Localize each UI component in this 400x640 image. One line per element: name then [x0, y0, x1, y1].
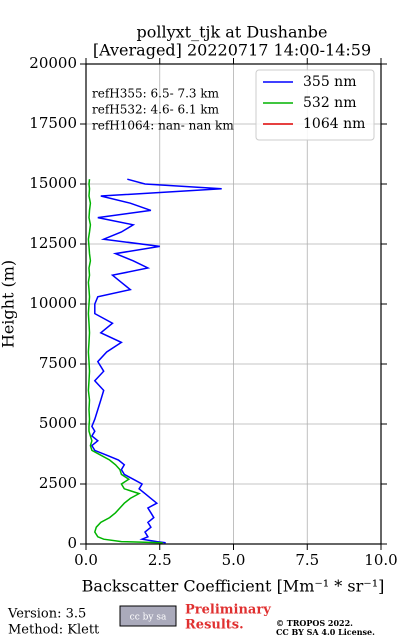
legend-label: 532 nm: [303, 95, 356, 111]
y-tick-label: 5000: [39, 414, 77, 432]
y-tick-label: 20000: [29, 54, 77, 72]
x-tick-label: 0.0: [74, 551, 98, 569]
legend-label: 1064 nm: [303, 116, 365, 132]
x-tick-label: 7.5: [295, 551, 319, 569]
y-tick-label: 17500: [29, 114, 77, 132]
preliminary: Results.: [185, 618, 244, 633]
annotation: refH532: 4.6- 6.1 km: [92, 103, 220, 117]
y-tick-label: 10000: [29, 294, 77, 312]
series-line: [87, 179, 163, 544]
preliminary: Preliminary: [185, 603, 271, 618]
license: © TROPOS 2022.: [276, 618, 353, 628]
annotation: refH1064: nan- nan km: [92, 119, 234, 133]
y-axis-label: Height (m): [0, 260, 18, 348]
cc-badge: [119, 605, 177, 627]
y-tick-label: 12500: [29, 234, 77, 252]
title-line: pollyxt_tjk at Dushanbe: [136, 23, 327, 42]
legend-label: 355 nm: [303, 74, 356, 90]
cc-text: cc by sa: [130, 613, 167, 623]
x-tick-label: 10.0: [364, 551, 397, 569]
legend-box: [255, 69, 375, 141]
plot-frame: [85, 63, 382, 545]
y-tick-label: 7500: [39, 354, 77, 372]
x-tick-label: 5.0: [222, 551, 246, 569]
title-line: [Averaged] 20220717 14:00-14:59: [93, 41, 371, 60]
version: Version: 3.5: [7, 607, 86, 622]
x-axis-label: Backscatter Coefficient [Mm⁻¹ * sr⁻¹]: [82, 577, 385, 596]
license: CC BY SA 4.0 License.: [276, 627, 375, 637]
y-tick-label: 15000: [29, 174, 77, 192]
y-tick-label: 2500: [39, 474, 77, 492]
method: Method: Klett: [8, 623, 100, 638]
annotation: refH355: 6.5- 7.3 km: [92, 87, 220, 101]
x-tick-label: 2.5: [148, 551, 172, 569]
y-tick-label: 0: [67, 534, 77, 552]
series-line: [90, 178, 222, 544]
